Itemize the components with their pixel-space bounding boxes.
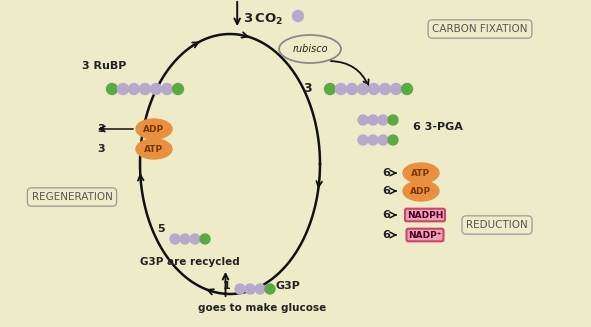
Circle shape xyxy=(128,83,139,95)
Circle shape xyxy=(200,234,210,244)
Text: 6: 6 xyxy=(382,230,390,240)
Text: rubisco: rubisco xyxy=(292,44,328,54)
Text: 6: 6 xyxy=(382,168,390,178)
Circle shape xyxy=(358,135,368,145)
Circle shape xyxy=(151,83,161,95)
Ellipse shape xyxy=(136,119,172,139)
Ellipse shape xyxy=(403,181,439,201)
Text: 1: 1 xyxy=(222,281,230,291)
Circle shape xyxy=(106,83,118,95)
Circle shape xyxy=(368,115,378,125)
Circle shape xyxy=(378,115,388,125)
Circle shape xyxy=(401,83,413,95)
Circle shape xyxy=(180,234,190,244)
Text: 6: 6 xyxy=(382,186,390,196)
Circle shape xyxy=(235,284,245,294)
Circle shape xyxy=(293,10,304,22)
Circle shape xyxy=(378,135,388,145)
Ellipse shape xyxy=(136,139,172,159)
Circle shape xyxy=(358,115,368,125)
Circle shape xyxy=(245,284,255,294)
Text: 3: 3 xyxy=(98,144,105,154)
Circle shape xyxy=(336,83,346,95)
Text: ADP: ADP xyxy=(144,125,164,133)
Text: 6 3-PGA: 6 3-PGA xyxy=(413,122,463,132)
Text: NADPH: NADPH xyxy=(407,211,443,219)
Circle shape xyxy=(118,83,128,95)
Ellipse shape xyxy=(279,35,341,63)
Text: 5: 5 xyxy=(157,224,165,234)
Text: goes to make glucose: goes to make glucose xyxy=(198,303,326,313)
Text: REDUCTION: REDUCTION xyxy=(466,220,528,230)
Circle shape xyxy=(324,83,336,95)
Text: ATP: ATP xyxy=(411,168,431,178)
Text: 3: 3 xyxy=(303,82,312,95)
Text: REGENERATION: REGENERATION xyxy=(31,192,112,202)
Text: 3: 3 xyxy=(98,124,105,134)
Circle shape xyxy=(170,234,180,244)
Circle shape xyxy=(368,135,378,145)
Circle shape xyxy=(139,83,151,95)
Circle shape xyxy=(161,83,173,95)
Circle shape xyxy=(369,83,379,95)
Circle shape xyxy=(358,83,369,95)
Text: ATP: ATP xyxy=(144,145,164,153)
Circle shape xyxy=(190,234,200,244)
Circle shape xyxy=(346,83,358,95)
Circle shape xyxy=(388,115,398,125)
Text: NADP⁺: NADP⁺ xyxy=(408,231,441,239)
Circle shape xyxy=(265,284,275,294)
Ellipse shape xyxy=(403,163,439,183)
Circle shape xyxy=(391,83,401,95)
Circle shape xyxy=(379,83,391,95)
Text: ADP: ADP xyxy=(410,186,431,196)
Text: CARBON FIXATION: CARBON FIXATION xyxy=(432,24,528,34)
Circle shape xyxy=(388,135,398,145)
Circle shape xyxy=(255,284,265,294)
Circle shape xyxy=(173,83,183,95)
Text: G3P are recycled: G3P are recycled xyxy=(140,257,240,267)
Text: $\mathbf{3\,CO_2}$: $\mathbf{3\,CO_2}$ xyxy=(243,11,283,26)
Text: 6: 6 xyxy=(382,210,390,220)
Text: G3P: G3P xyxy=(276,281,301,291)
Text: 3 RuBP: 3 RuBP xyxy=(82,61,126,71)
